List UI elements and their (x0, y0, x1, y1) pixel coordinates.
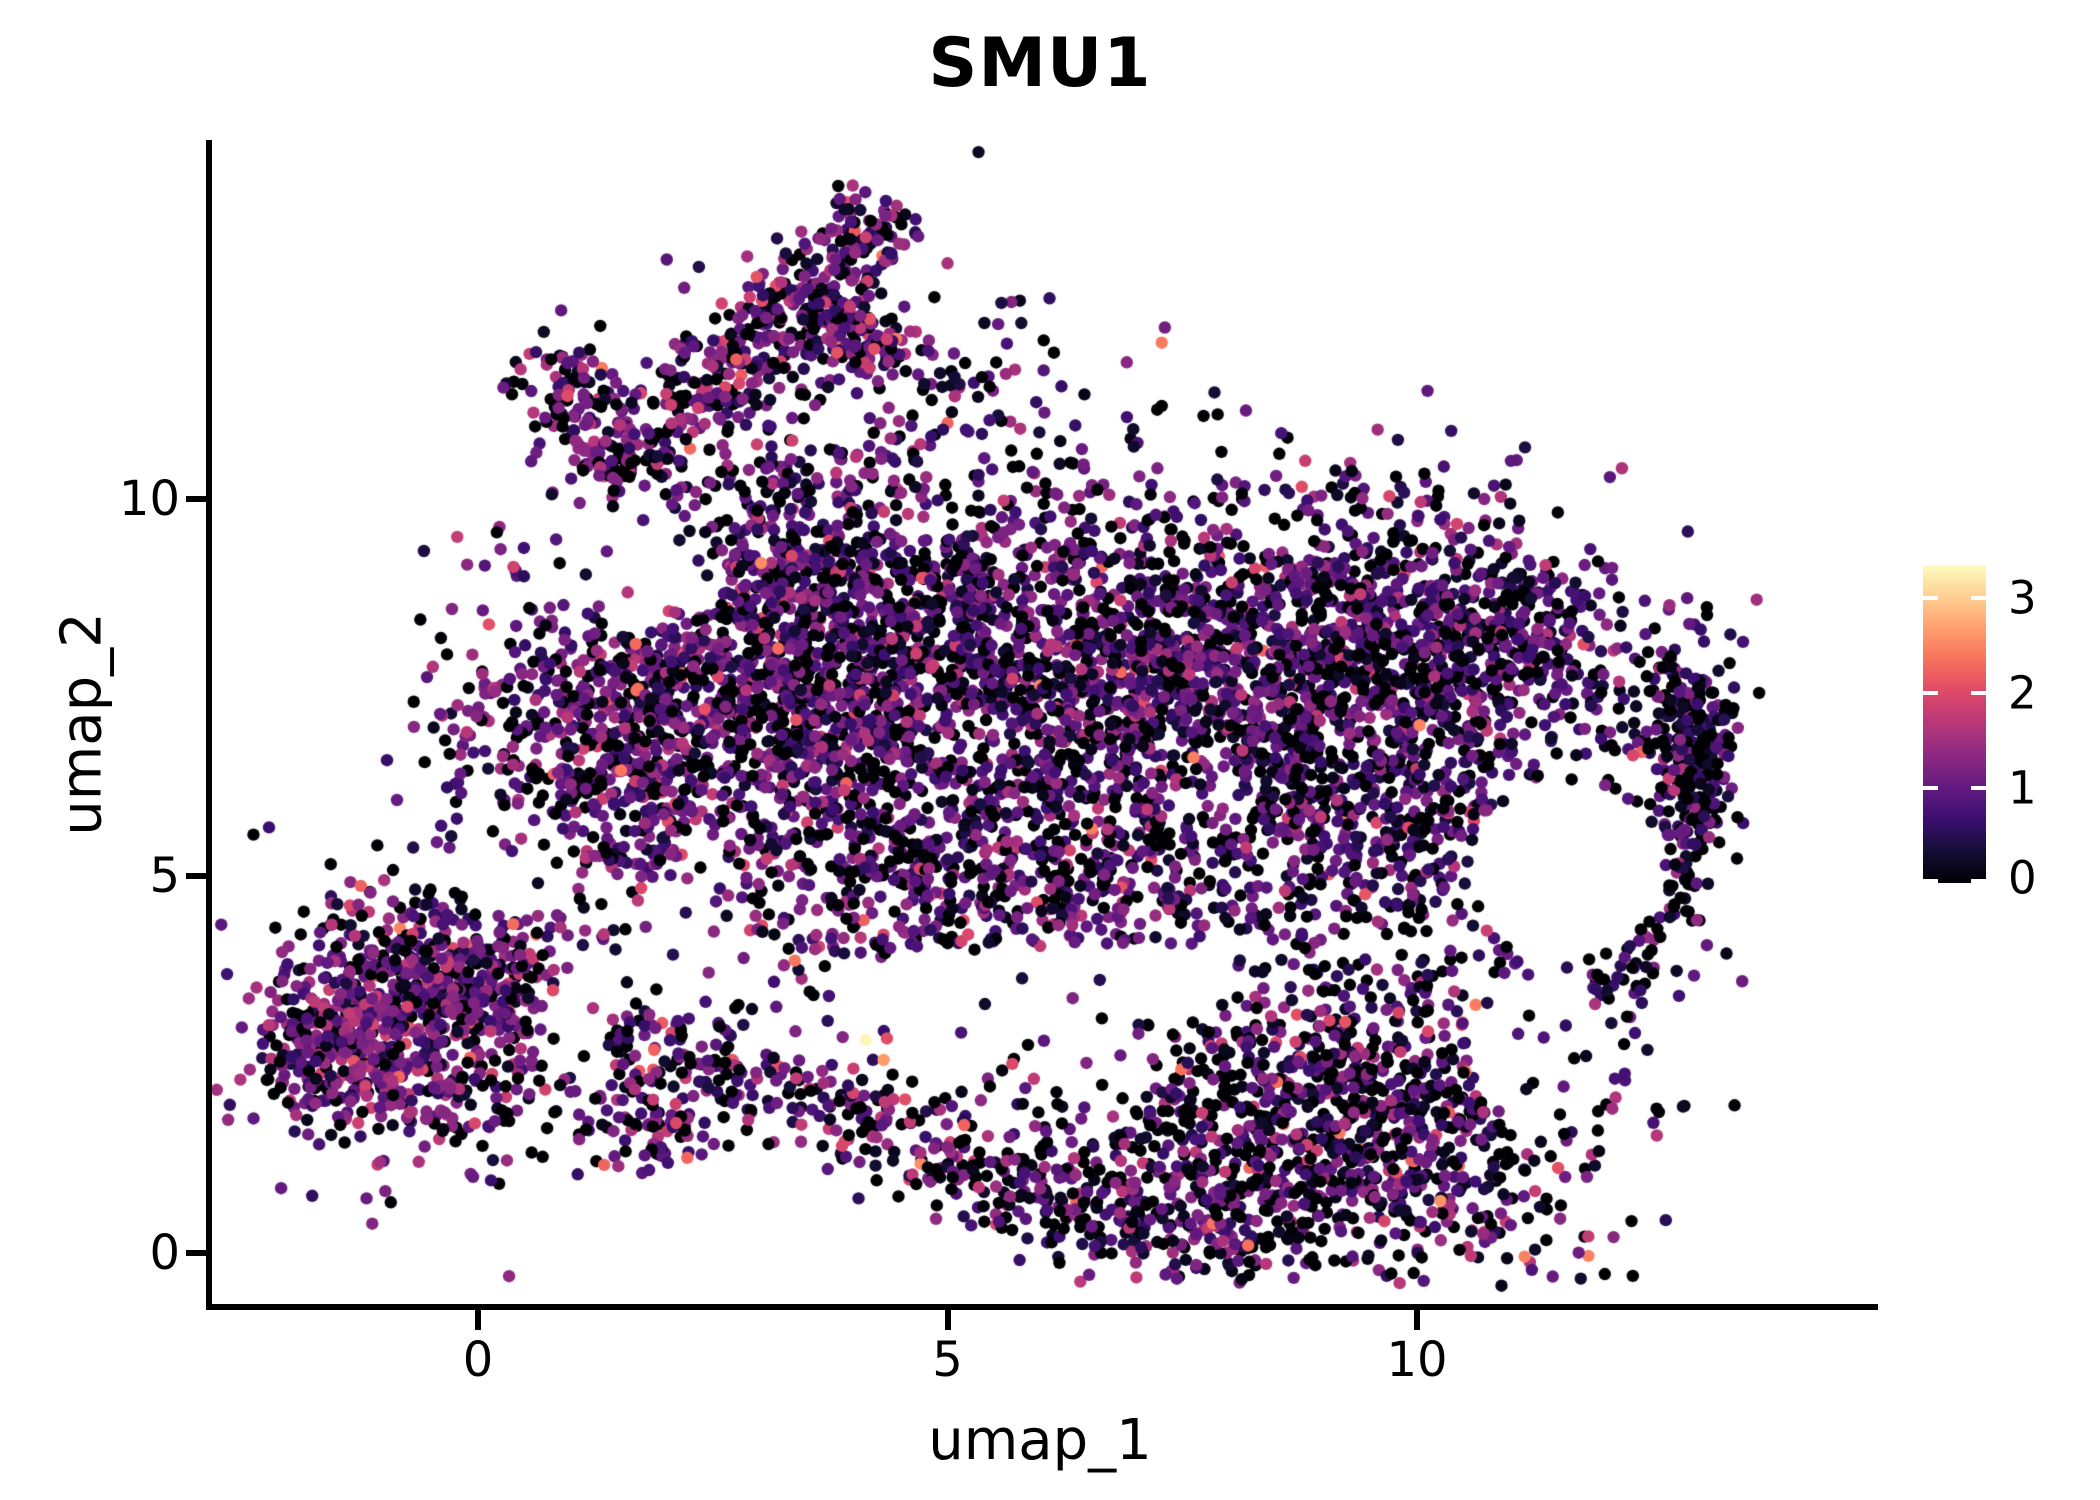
y-axis-line (206, 140, 212, 1310)
plot-title: SMU1 (928, 24, 1152, 103)
x-tick-label: 0 (462, 1332, 494, 1388)
x-axis-title: umap_1 (928, 1408, 1152, 1473)
colorbar-tick-mark (1923, 596, 1938, 600)
y-tick-mark (186, 873, 206, 879)
colorbar-tick-mark (1971, 879, 1986, 883)
colorbar-tick-mark (1971, 786, 1986, 790)
colorbar-tick-mark (1971, 596, 1986, 600)
colorbar-gradient (1923, 565, 1986, 883)
y-tick-label: 10 (118, 471, 180, 527)
x-tick-mark (475, 1310, 481, 1330)
colorbar-tick-label: 1 (2008, 761, 2037, 815)
x-axis-line (206, 1304, 1878, 1310)
y-tick-mark (186, 1250, 206, 1256)
colorbar-tick-label: 2 (2008, 666, 2037, 720)
colorbar-tick-mark (1971, 691, 1986, 695)
colorbar-tick-label: 3 (2008, 571, 2037, 625)
colorbar-tick-label: 0 (2008, 851, 2037, 905)
y-axis-title: umap_2 (49, 612, 115, 836)
colorbar-tick-mark (1923, 879, 1938, 883)
x-tick-mark (1414, 1310, 1420, 1330)
y-tick-label: 0 (149, 1225, 180, 1281)
x-tick-label: 5 (932, 1332, 963, 1388)
colorbar-tick-mark (1923, 786, 1938, 790)
x-tick-mark (944, 1310, 951, 1330)
x-tick-label: 10 (1386, 1332, 1448, 1388)
y-tick-mark (186, 496, 206, 502)
colorbar-tick-mark (1923, 691, 1938, 695)
y-tick-label: 5 (149, 848, 180, 904)
